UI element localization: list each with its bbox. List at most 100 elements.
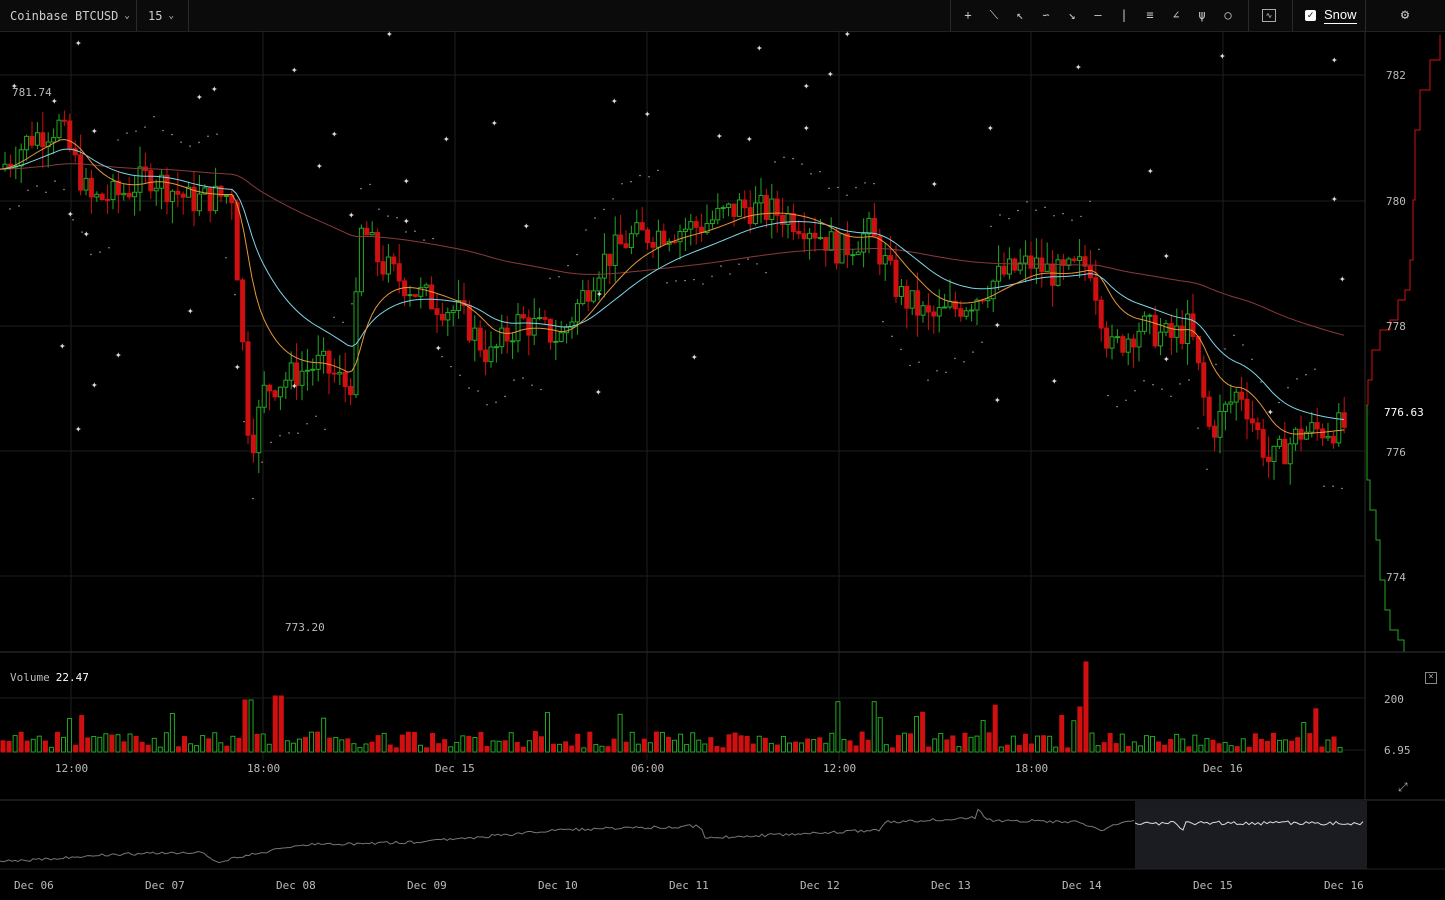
volume-bar — [962, 732, 968, 753]
checkbox-checked-icon[interactable]: ✓ — [1305, 10, 1316, 21]
sar-dot — [9, 208, 11, 210]
sar-dot — [1053, 215, 1055, 217]
volume-bar — [1035, 735, 1041, 753]
candlestick — [618, 214, 624, 245]
volume-bar — [109, 734, 115, 753]
snowflake-icon: ✦ — [75, 36, 82, 49]
time-axis-label: Dec 16 — [1203, 762, 1243, 775]
snowflake-icon: ✦ — [1147, 164, 1154, 177]
snowflake-icon: ✦ — [691, 350, 698, 363]
candlestick — [358, 224, 364, 297]
pitchfork-icon[interactable]: ψ — [1198, 8, 1206, 22]
volume-bar — [1131, 741, 1137, 753]
sar-dot — [1089, 200, 1091, 202]
snowflake-icon: ✦ — [316, 159, 323, 172]
sar-dot — [1035, 209, 1037, 211]
volume-value: 22.47 — [55, 671, 89, 684]
sar-dot — [360, 187, 362, 190]
volume-bar — [182, 736, 187, 753]
crosshair-icon[interactable]: + — [964, 8, 972, 22]
candlestick — [348, 378, 354, 405]
expand-icon[interactable]: ⤢ — [1398, 780, 1408, 794]
volume-bar — [1125, 745, 1131, 753]
volume-bar — [799, 742, 805, 753]
sar-dot — [1071, 219, 1073, 221]
candlestick — [628, 225, 634, 255]
snowflake-icon: ✦ — [91, 124, 98, 137]
volume-bar — [859, 731, 865, 753]
time-axis-label: 06:00 — [631, 762, 664, 775]
sar-dot — [630, 181, 632, 183]
snowflake-icon: ✦ — [59, 339, 66, 352]
volume-bar — [1137, 745, 1143, 753]
indicators-icon[interactable]: ∿ — [1262, 9, 1276, 22]
volume-bar — [1228, 745, 1234, 753]
snowflake-icon: ✦ — [491, 116, 498, 129]
market-selector[interactable]: Coinbase BTCUSD ⌄ — [10, 0, 135, 31]
candlestick — [1212, 419, 1218, 452]
sar-dot — [432, 237, 434, 240]
ray-icon[interactable]: ↖ — [1016, 8, 1024, 22]
volume-bar — [1222, 741, 1228, 753]
volume-bar — [532, 731, 538, 753]
sar-dot — [594, 217, 596, 219]
candlestick — [61, 110, 67, 127]
candlestick — [429, 276, 435, 310]
line-icon[interactable]: ⟍ — [989, 8, 999, 22]
volume-bar — [333, 736, 339, 753]
snow-toggle[interactable]: ✓ Snow — [1305, 0, 1365, 31]
vertical-line-icon[interactable]: | — [1120, 8, 1128, 22]
sar-dot — [945, 371, 947, 374]
close-icon[interactable]: × — [1425, 672, 1437, 684]
circle-icon[interactable]: ○ — [1224, 8, 1232, 22]
sar-dot — [1026, 201, 1028, 203]
fib-icon[interactable]: ≡ — [1146, 8, 1154, 22]
horizontal-line-icon[interactable]: — — [1094, 8, 1102, 22]
sar-dot — [1188, 379, 1190, 381]
candlestick — [612, 216, 618, 282]
volume-bar — [357, 747, 363, 753]
candlestick — [272, 389, 278, 401]
sar-dot — [351, 303, 353, 305]
candlestick — [877, 228, 883, 276]
gear-icon[interactable]: ⚙ — [1400, 7, 1410, 23]
curve-icon[interactable]: ∽ — [1042, 8, 1050, 22]
candlestick — [591, 277, 597, 304]
sar-dot — [405, 231, 407, 233]
volume-axis-label: 6.95 — [1384, 744, 1411, 757]
sar-dot — [1287, 387, 1289, 389]
candlestick — [861, 218, 867, 268]
candlestick — [186, 181, 192, 198]
candlestick — [871, 202, 877, 237]
candlestick — [1028, 241, 1034, 281]
navigator-date-label: Dec 07 — [145, 879, 185, 892]
navigator-window[interactable] — [1135, 801, 1367, 869]
candlestick — [283, 371, 289, 400]
snowflake-icon: ✦ — [291, 63, 298, 76]
candlestick — [1185, 300, 1191, 365]
interval-selector[interactable]: 15 ⌄ — [148, 0, 188, 31]
sar-dot — [234, 293, 236, 296]
candlestick — [828, 217, 834, 251]
sar-dot — [1242, 344, 1244, 346]
sar-dot — [396, 217, 398, 219]
candlestick — [996, 245, 1002, 291]
snowflake-icon: ✦ — [523, 219, 530, 232]
volume-bar — [1071, 720, 1077, 753]
volume-bar — [768, 742, 774, 753]
price-axis-label: 774 — [1386, 571, 1406, 584]
volume-bar — [538, 736, 544, 753]
volume-bar — [986, 732, 992, 753]
navigator-date-label: Dec 16 — [1324, 879, 1364, 892]
sar-dot — [882, 320, 884, 323]
arrow-icon[interactable]: ↘ — [1068, 8, 1076, 22]
snowflake-icon: ✦ — [11, 79, 18, 92]
navigator[interactable]: Dec 06 Dec 07 Dec 08 Dec 09 Dec 10 Dec 1… — [0, 801, 1445, 892]
sar-dot — [45, 191, 47, 194]
fan-icon[interactable]: ∠ — [1172, 8, 1180, 22]
sar-dot — [27, 189, 29, 192]
candlestick — [105, 184, 111, 214]
depth-ask-line — [1366, 35, 1441, 406]
volume-bar — [956, 746, 962, 753]
